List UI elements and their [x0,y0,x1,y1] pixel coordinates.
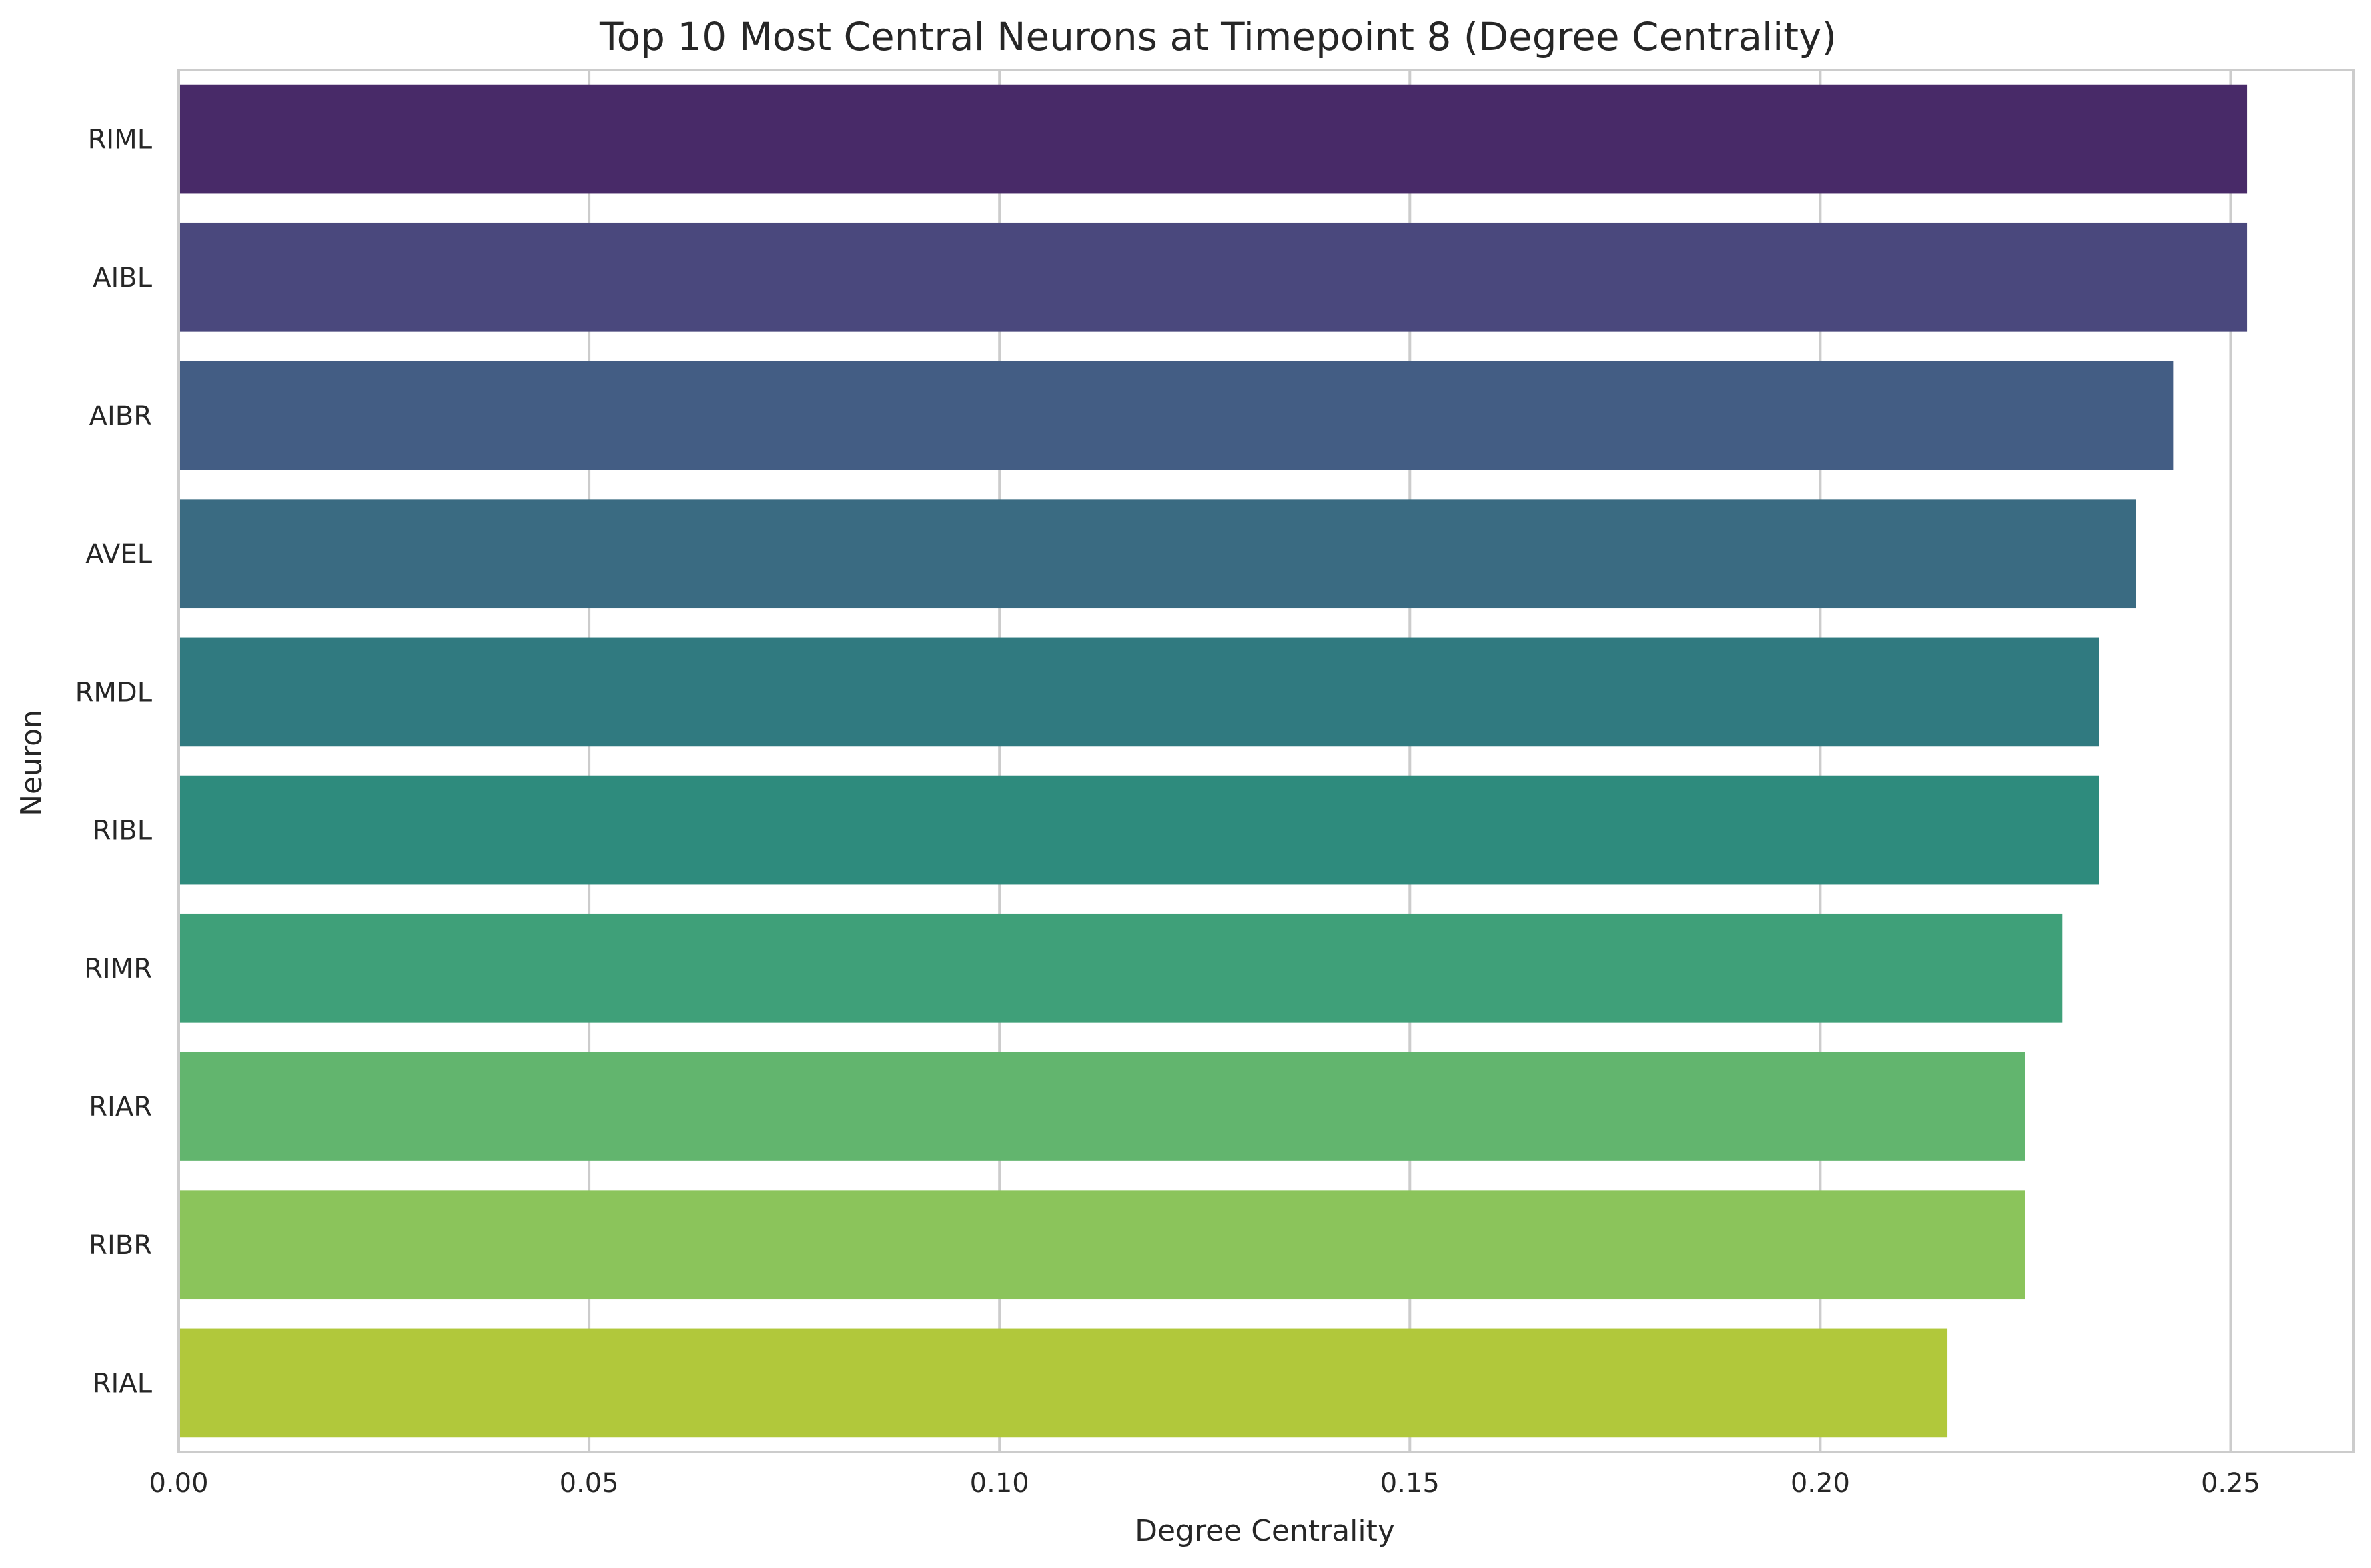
y-tick-label: AIBR [89,401,152,432]
bar-ribr [179,1190,2025,1300]
y-tick-label: RIBR [89,1230,152,1261]
x-tick-label: 0.05 [560,1468,619,1499]
x-tick-label: 0.15 [1380,1468,1440,1499]
bar-avel [179,499,2136,609]
y-axis-label: Neuron [15,710,49,816]
x-axis-label: Degree Centrality [1135,1514,1395,1548]
plot-frame [177,69,2355,1453]
x-tick-label: 0.20 [1791,1468,1850,1499]
bar-rmdl [179,637,2099,747]
bar-aibl [179,222,2248,332]
x-tick-label: 0.00 [149,1468,208,1499]
bar-rial [179,1328,1948,1438]
y-tick-labels: RIML AIBL AIBR AVEL RMDL RIBL RIMR RIAR RIBR RIAL [75,125,153,1399]
y-tick-label: AVEL [85,539,152,570]
y-tick-label: RIAR [89,1092,152,1122]
bars [179,84,2248,1438]
x-tick-labels: 0.00 0.05 0.10 0.15 0.20 0.25 [149,1468,2260,1499]
x-tick-label: 0.10 [970,1468,1029,1499]
bar-riar [179,1052,2025,1161]
bar-ribl [179,775,2099,885]
y-tick-label: RIBL [93,816,153,846]
x-tick-label: 0.25 [2201,1468,2260,1499]
y-tick-label: RMDL [75,677,153,708]
bar-rimr [179,913,2063,1023]
chart-title: Top 10 Most Central Neurons at Timepoint… [599,14,1837,59]
y-tick-label: RIMR [84,954,152,984]
y-tick-label: AIBL [93,263,153,293]
y-tick-label: RIML [88,125,153,155]
y-tick-label: RIAL [93,1368,153,1399]
bar-aibr [179,361,2174,470]
bar-riml [179,84,2248,194]
